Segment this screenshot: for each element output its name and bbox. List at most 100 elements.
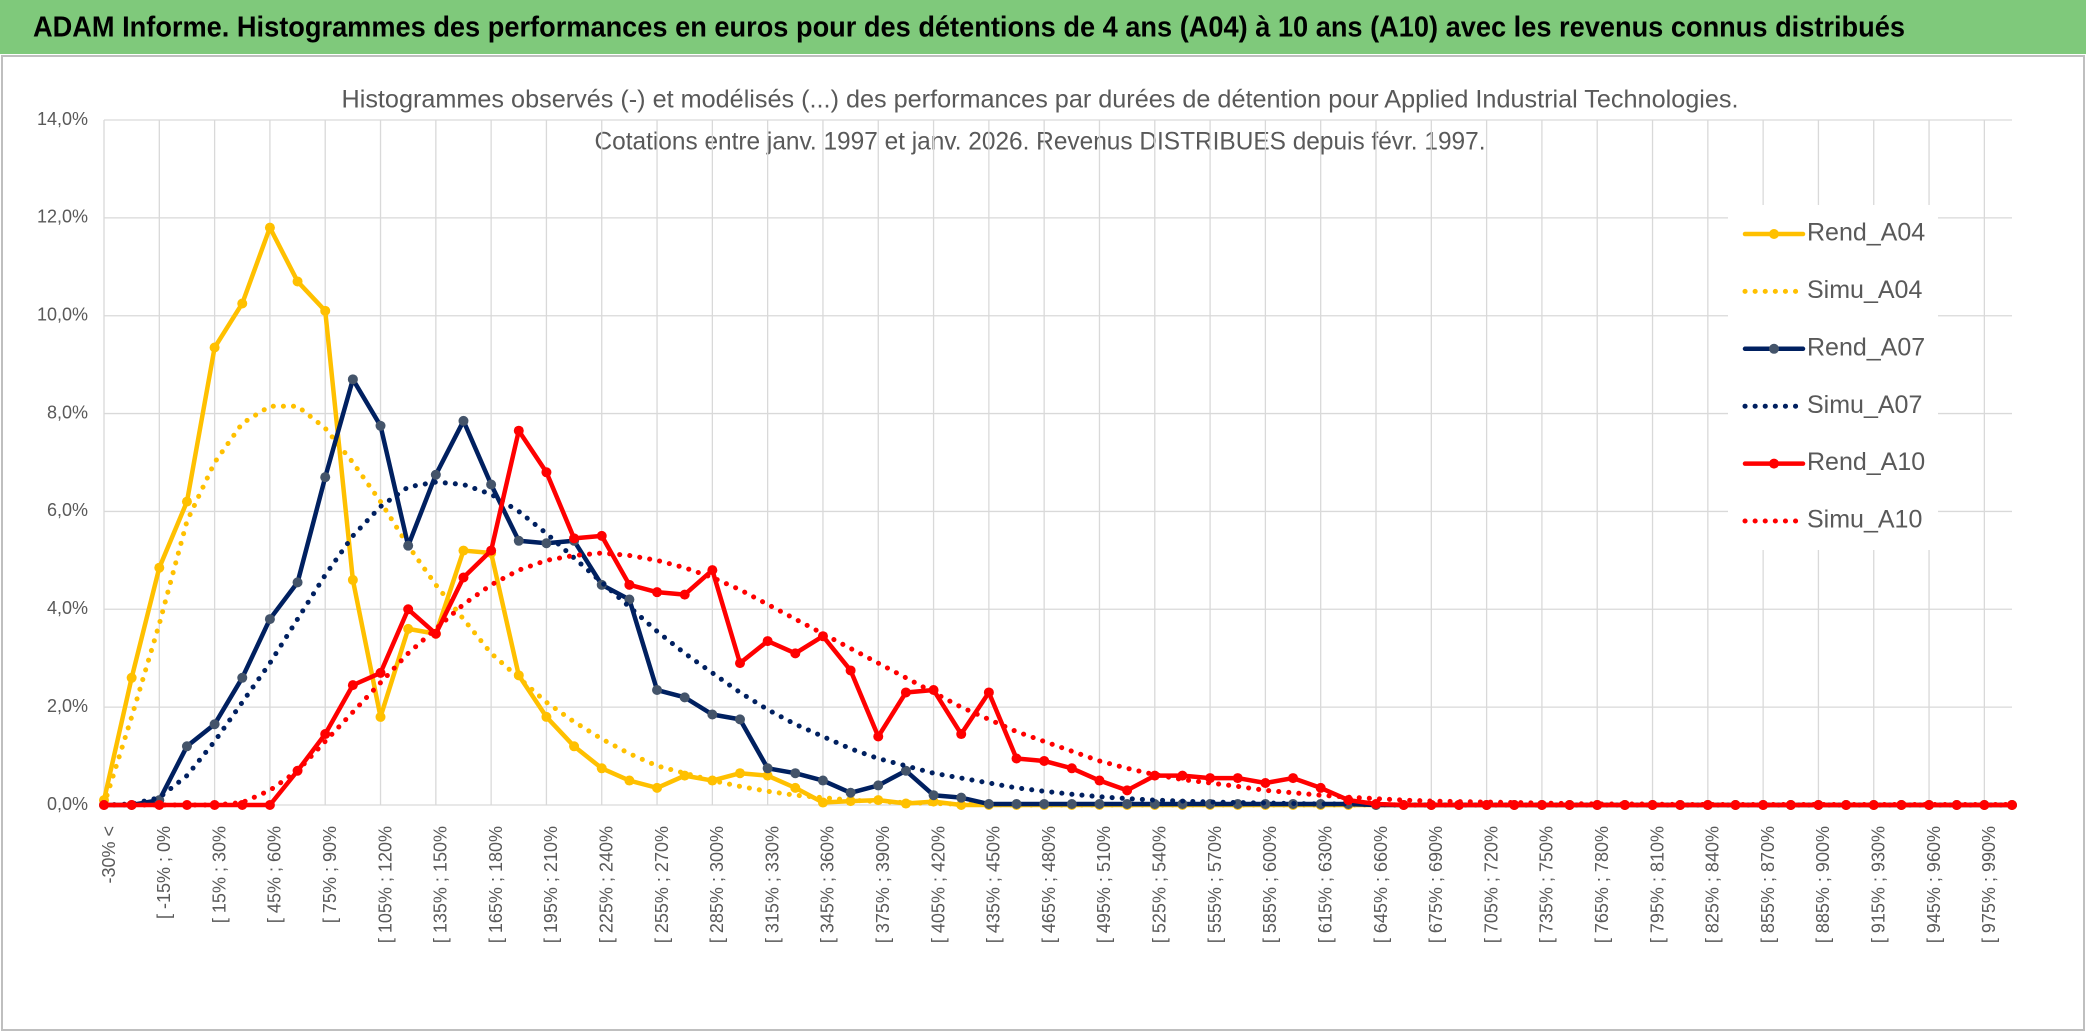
x-tick-label: [ 555% ; 570%	[1205, 826, 1225, 943]
legend-label: Rend_A10	[1807, 448, 1925, 476]
series-marker	[347, 374, 358, 385]
series-marker	[375, 711, 386, 722]
series-marker	[679, 589, 690, 600]
series-marker	[652, 782, 663, 793]
series-marker	[596, 530, 607, 541]
series-marker	[154, 800, 165, 810]
series-marker	[541, 538, 552, 549]
series-marker	[569, 533, 580, 544]
series-marker	[1066, 799, 1077, 810]
series-marker	[1371, 799, 1381, 810]
x-tick-label: [ 105% ; 120%	[375, 826, 395, 943]
series-marker	[264, 800, 275, 810]
series-marker	[983, 687, 994, 698]
series-marker	[735, 768, 745, 779]
series-marker	[873, 780, 884, 791]
series-marker	[181, 741, 192, 752]
series-marker	[513, 425, 524, 436]
series-marker	[1924, 800, 1935, 810]
series-marker	[624, 579, 635, 590]
series-marker	[320, 305, 331, 316]
series-marker	[403, 623, 414, 634]
series-marker	[292, 276, 303, 287]
series-marker	[1315, 782, 1326, 793]
legend-label: Rend_A04	[1807, 219, 1925, 247]
series-marker	[541, 711, 552, 722]
series-marker	[1094, 775, 1105, 786]
legend-marker	[1769, 343, 1779, 354]
legend-marker	[1769, 458, 1779, 469]
series-marker	[458, 572, 469, 583]
chart-title: ADAM Informe. Histogrammes des performan…	[33, 12, 1905, 44]
x-tick-label: [ 645% ; 660%	[1371, 826, 1391, 943]
series-marker	[652, 587, 663, 598]
series-marker	[1039, 799, 1050, 810]
series-marker	[264, 614, 275, 625]
series-marker	[237, 298, 248, 309]
series-marker	[790, 782, 801, 793]
series-marker	[209, 342, 220, 353]
series-marker	[126, 672, 137, 683]
x-tick-label: [ 885% ; 900%	[1813, 826, 1833, 943]
series-marker	[264, 222, 275, 233]
x-tick-label: [ 195% ; 210%	[541, 826, 561, 943]
series-marker	[790, 768, 801, 779]
series-marker	[1094, 799, 1105, 810]
series-marker	[762, 763, 773, 774]
chart-frame	[1, 55, 2085, 1031]
x-tick-label: [ 705% ; 720%	[1481, 826, 1501, 943]
series-marker	[486, 479, 497, 490]
x-tick-label: [ 585% ; 600%	[1260, 826, 1280, 943]
series-marker	[762, 636, 773, 647]
series-marker	[1122, 799, 1133, 810]
series-marker	[928, 790, 939, 801]
series-marker	[1398, 800, 1409, 810]
y-tick-label: 6,0%	[47, 500, 88, 520]
series-marker	[845, 787, 856, 798]
series-marker	[209, 719, 220, 730]
x-tick-label: [ 915% ; 930%	[1868, 826, 1888, 943]
y-tick-label: 12,0%	[37, 207, 88, 227]
series-marker	[956, 729, 967, 740]
x-tick-label: [ 45% ; 60%	[265, 826, 285, 923]
series-marker	[707, 565, 718, 576]
series-marker	[956, 792, 967, 803]
series-marker	[1288, 773, 1299, 784]
series-marker	[873, 731, 884, 742]
x-tick-label: [ 75% ; 90%	[320, 826, 340, 923]
series-marker	[596, 763, 607, 774]
series-marker	[900, 687, 911, 698]
y-tick-label: 10,0%	[37, 304, 88, 324]
series-marker	[430, 469, 441, 480]
x-tick-label: [ 225% ; 240%	[596, 826, 616, 943]
x-tick-label: [ 15% ; 30%	[209, 826, 229, 923]
x-tick-label: [ 495% ; 510%	[1094, 826, 1114, 943]
series-marker	[983, 799, 994, 810]
chart-subtitle: Cotations entre janv. 1997 et janv. 2026…	[595, 128, 1486, 156]
series-marker	[320, 472, 331, 483]
series-marker	[1011, 799, 1022, 810]
legend-label: Simu_A07	[1807, 391, 1922, 419]
series-marker	[735, 658, 745, 669]
x-tick-label: [ 135% ; 150%	[431, 826, 451, 943]
series-marker	[1066, 763, 1077, 774]
series-marker	[2007, 800, 2017, 810]
series-marker	[817, 775, 828, 786]
x-tick-label: [ 825% ; 840%	[1703, 826, 1723, 943]
series-marker	[1149, 770, 1160, 781]
x-tick-label: [ 675% ; 690%	[1426, 826, 1446, 943]
x-tick-label: [ 255% ; 270%	[652, 826, 672, 943]
series-marker	[458, 545, 469, 556]
x-tick-label: [ 315% ; 330%	[762, 826, 782, 943]
y-tick-label: 0,0%	[47, 794, 88, 814]
chart-subtitle: Histogrammes observés (-) et modélisés (…	[342, 86, 1739, 114]
series-marker	[652, 685, 663, 696]
x-tick-label: [ 285% ; 300%	[707, 826, 727, 943]
series-marker	[513, 535, 524, 546]
series-marker	[790, 648, 801, 659]
series-marker	[541, 467, 552, 478]
x-tick-label: [ -15% ; 0%	[154, 826, 174, 919]
x-tick-label: [ 435% ; 450%	[984, 826, 1004, 943]
series-marker	[845, 665, 856, 676]
